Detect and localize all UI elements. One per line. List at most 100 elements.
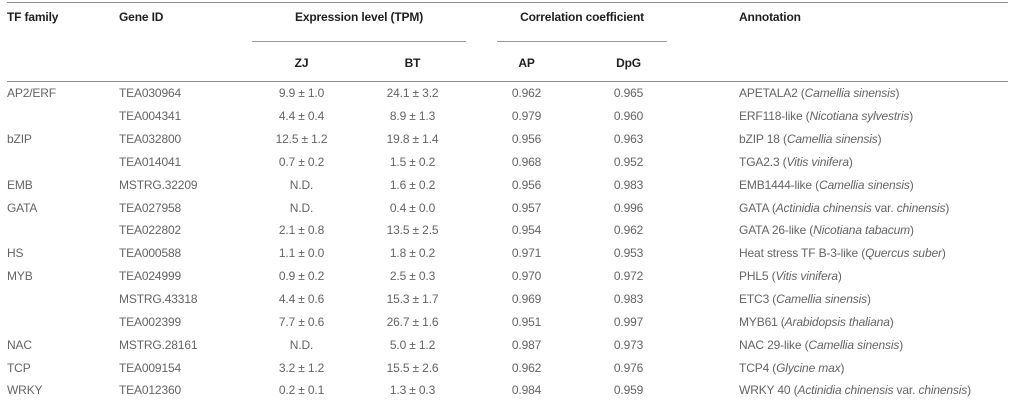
- annotation-cell: ETC3 (Camellia sinensis): [739, 292, 871, 307]
- ap-value-cell: 0.954: [511, 223, 542, 238]
- tf-family-cell: HS: [7, 246, 24, 261]
- tf-family-cell: TCP: [7, 360, 31, 375]
- tf-family-cell: WRKY: [7, 383, 43, 398]
- ap-value-cell: 0.968: [511, 154, 542, 169]
- zj-value-cell: 3.2 ± 1.2: [278, 360, 325, 375]
- annotation-cell: GATA (Actinidia chinensis var. chinensis…: [739, 200, 950, 215]
- table-row: HS TEA000588 1.1 ± 0.0 1.8 ± 0.2 0.971 0.953 H…: [7, 242, 1008, 265]
- annotation-cell: ERF118-like (Nicotiana sylvestris): [739, 109, 914, 124]
- ap-value-cell: 0.987: [511, 337, 542, 352]
- dpg-value-cell: 0.952: [613, 154, 644, 169]
- annotation-cell: GATA 26-like (Nicotiana tabacum): [739, 223, 914, 238]
- col-header-ap: AP: [518, 55, 535, 70]
- dpg-value-cell: 0.963: [613, 132, 644, 147]
- gene-id-cell: MSTRG.43318: [119, 292, 198, 307]
- zj-value-cell: 0.9 ± 0.2: [278, 269, 325, 284]
- table-header: TF family Gene ID Expression level (TPM)…: [7, 2, 1009, 82]
- row-spacer: [667, 242, 739, 265]
- bt-value-cell: 5.0 ± 1.2: [389, 337, 436, 352]
- row-spacer: [466, 265, 497, 288]
- col-group-expression-level: Expression level (TPM): [252, 2, 467, 42]
- row-spacer: [667, 151, 739, 174]
- table-row: TEA014041 0.7 ± 0.2 1.5 ± 0.2 0.968 0.952 TGA…: [7, 151, 1008, 174]
- ap-value-cell: 0.956: [511, 132, 542, 147]
- annotation-cell: EMB1444-like (Camellia sinensis): [739, 177, 914, 192]
- zj-value-cell: 0.7 ± 0.2: [278, 154, 325, 169]
- dpg-value-cell: 0.973: [613, 337, 644, 352]
- gene-id-cell: TEA014041: [119, 154, 182, 169]
- table-row: TEA022802 2.1 ± 0.8 13.5 ± 2.5 0.954 0.962 GA…: [7, 219, 1008, 242]
- dpg-value-cell: 0.983: [613, 292, 644, 307]
- bt-value-cell: 15.5 ± 2.6: [386, 360, 439, 375]
- gene-id-cell: TEA030964: [119, 86, 182, 101]
- table-row: AP2/ERF TEA030964 9.9 ± 1.0 24.1 ± 3.2 0.962…: [7, 82, 1008, 105]
- col-group-correlation-coefficient: Correlation coefficient: [497, 2, 668, 42]
- gene-id-cell: MSTRG.32209: [119, 177, 198, 192]
- table-row: TCP TEA009154 3.2 ± 1.2 15.5 ± 2.6 0.962 0.97…: [7, 356, 1008, 379]
- header-row-groups: TF family Gene ID Expression level (TPM)…: [7, 2, 1008, 42]
- dpg-value-cell: 0.960: [613, 109, 644, 124]
- row-spacer: [466, 82, 497, 105]
- tf-family-cell: bZIP: [7, 132, 32, 147]
- row-spacer: [466, 151, 497, 174]
- row-spacer: [466, 219, 497, 242]
- zj-value-cell: 7.7 ± 0.6: [278, 314, 325, 329]
- row-spacer: [466, 356, 497, 379]
- tf-family-cell: [7, 288, 119, 311]
- row-spacer: [667, 173, 739, 196]
- row-spacer: [667, 265, 739, 288]
- ap-value-cell: 0.962: [511, 86, 542, 101]
- row-spacer: [667, 333, 739, 356]
- header-spacer: [667, 3, 739, 82]
- table-row: TEA002399 7.7 ± 0.6 26.7 ± 1.6 0.951 0.997 MY…: [7, 310, 1008, 333]
- table-row: MSTRG.43318 4.4 ± 0.6 15.3 ± 1.7 0.969 0.983…: [7, 288, 1008, 311]
- row-spacer: [667, 310, 739, 333]
- row-spacer: [466, 105, 497, 128]
- gene-id-cell: TEA002399: [119, 314, 182, 329]
- row-spacer: [667, 356, 739, 379]
- row-spacer: [466, 128, 497, 151]
- col-header-gene-id: Gene ID: [119, 10, 164, 24]
- bt-value-cell: 1.5 ± 0.2: [389, 154, 436, 169]
- gene-id-cell: TEA012360: [119, 383, 182, 398]
- ap-value-cell: 0.969: [511, 292, 542, 307]
- annotation-cell: TGA2.3 (Vitis vinifera): [739, 154, 853, 169]
- tf-correlation-table: TF family Gene ID Expression level (TPM)…: [7, 2, 1009, 402]
- table-row: MYB TEA024999 0.9 ± 0.2 2.5 ± 0.3 0.970 0.972…: [7, 265, 1008, 288]
- col-header-bt: BT: [404, 55, 421, 70]
- table-row: WRKY TEA012360 0.2 ± 0.1 1.3 ± 0.3 0.984 0.95…: [7, 379, 1008, 402]
- ap-value-cell: 0.984: [511, 383, 542, 398]
- ap-value-cell: 0.956: [511, 177, 542, 192]
- dpg-value-cell: 0.983: [613, 177, 644, 192]
- zj-value-cell: N.D.: [289, 177, 314, 192]
- row-spacer: [667, 219, 739, 242]
- zj-value-cell: 1.1 ± 0.0: [278, 246, 325, 261]
- annotation-cell: NAC 29-like (Camellia sinensis): [739, 337, 904, 352]
- row-spacer: [466, 379, 497, 402]
- table-row: GATA TEA027958 N.D. 0.4 ± 0.0 0.957 0.996 GATA…: [7, 196, 1008, 219]
- tf-family-cell: [7, 105, 119, 128]
- row-spacer: [667, 82, 739, 105]
- annotation-cell: APETALA2 (Camellia sinensis): [739, 86, 900, 101]
- zj-value-cell: N.D.: [289, 200, 314, 215]
- annotation-cell: WRKY 40 (Actinidia chinensis var. chinen…: [739, 383, 972, 398]
- gene-id-cell: TEA032800: [119, 132, 182, 147]
- gene-id-cell: TEA022802: [119, 223, 182, 238]
- bt-value-cell: 2.5 ± 0.3: [389, 269, 436, 284]
- gene-id-cell: TEA004341: [119, 109, 182, 124]
- zj-value-cell: 9.9 ± 1.0: [278, 86, 325, 101]
- bt-value-cell: 1.8 ± 0.2: [389, 246, 436, 261]
- row-spacer: [466, 333, 497, 356]
- table-body: AP2/ERF TEA030964 9.9 ± 1.0 24.1 ± 3.2 0.962…: [7, 82, 1009, 402]
- tf-family-cell: EMB: [7, 177, 33, 192]
- header-row-subcolumns: ZJ BT AP DpG: [7, 42, 1008, 82]
- header-spacer: [466, 3, 497, 82]
- bt-value-cell: 19.8 ± 1.4: [386, 132, 439, 147]
- dpg-value-cell: 0.965: [613, 86, 644, 101]
- bt-value-cell: 8.9 ± 1.3: [389, 109, 436, 124]
- dpg-value-cell: 0.976: [613, 360, 644, 375]
- row-spacer: [466, 242, 497, 265]
- row-spacer: [667, 288, 739, 311]
- gene-id-cell: TEA024999: [119, 269, 182, 284]
